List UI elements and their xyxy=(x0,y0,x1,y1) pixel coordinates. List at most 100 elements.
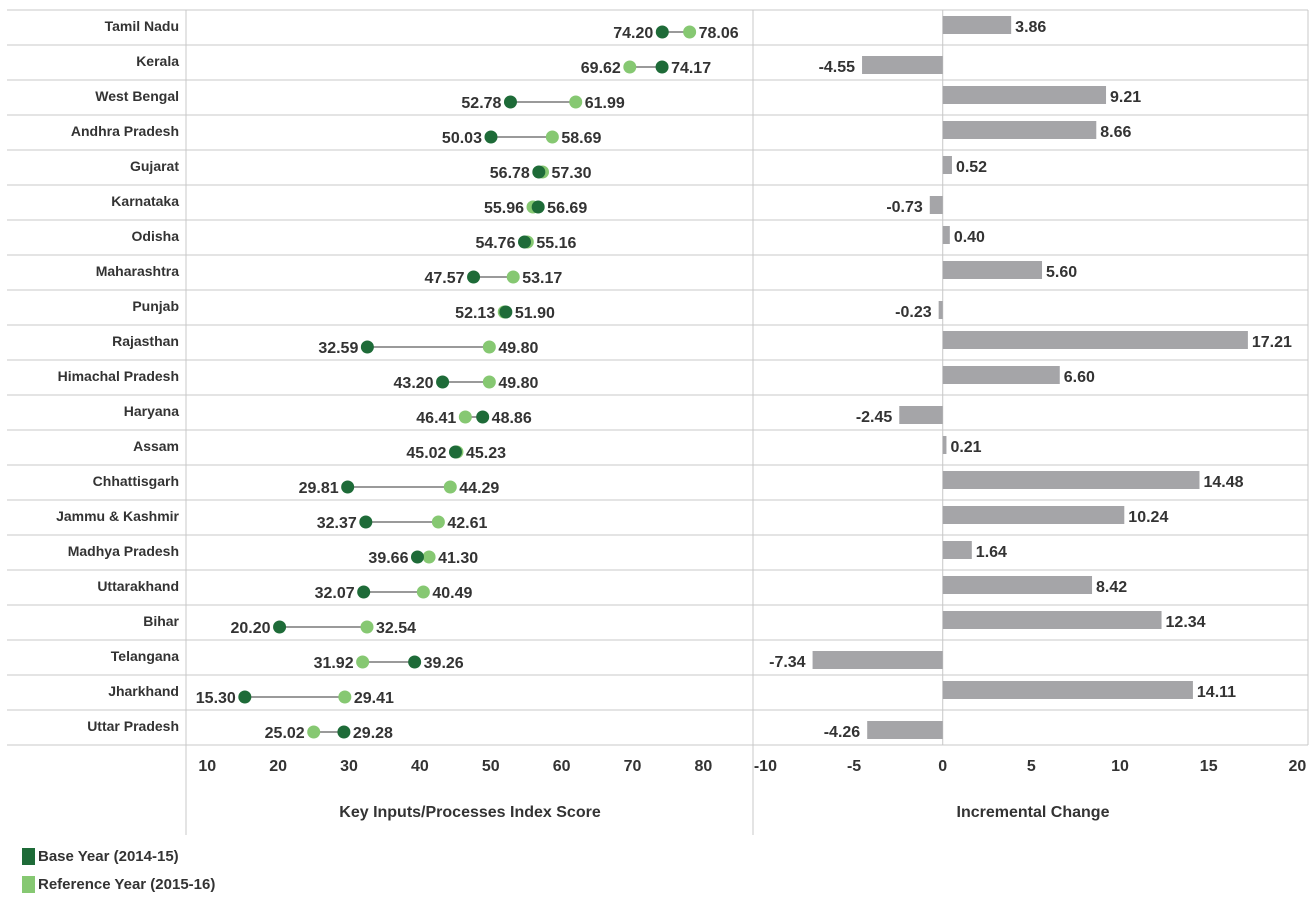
dumbbell-min-label: 31.92 xyxy=(314,655,354,672)
base-year-point xyxy=(238,690,252,704)
base-year-point xyxy=(410,550,424,564)
state-label: Assam xyxy=(133,438,179,454)
base-year-point xyxy=(503,95,517,109)
state-label: Maharashtra xyxy=(96,263,179,279)
right-axis-tick: 20 xyxy=(1288,758,1306,775)
dumbbell-max-label: 51.90 xyxy=(515,305,555,322)
state-label: Punjab xyxy=(132,298,179,314)
dumbbell-max-label: 53.17 xyxy=(522,270,562,287)
dumbbell-min-label: 39.66 xyxy=(368,550,408,567)
dumbbell-max-label: 29.41 xyxy=(354,690,394,707)
incremental-bar-label: 8.42 xyxy=(1096,579,1127,596)
dumbbell-max-label: 42.61 xyxy=(447,515,487,532)
legend-reference-year: Reference Year (2015-16) xyxy=(22,876,215,893)
dumbbell-min-label: 47.57 xyxy=(424,270,464,287)
base-year-point xyxy=(467,270,481,284)
dumbbell-min-label: 32.37 xyxy=(317,515,357,532)
state-label: Uttarakhand xyxy=(97,578,179,594)
right-axis-tick: 15 xyxy=(1200,758,1218,775)
dumbbell-max-label: 61.99 xyxy=(585,95,625,112)
dumbbell-min-label: 74.20 xyxy=(613,25,653,42)
left-axis-tick: 80 xyxy=(694,758,712,775)
incremental-bar-label: 3.86 xyxy=(1015,19,1046,36)
dumbbell-max-label: 57.30 xyxy=(552,165,592,182)
incremental-bar xyxy=(812,651,943,669)
dumbbell-max-label: 32.54 xyxy=(376,620,416,637)
reference-year-point xyxy=(307,725,321,739)
base-year-point xyxy=(499,305,513,319)
dumbbell-max-label: 48.86 xyxy=(492,410,532,427)
incremental-bar xyxy=(938,301,943,319)
dumbbell-min-label: 15.30 xyxy=(196,690,236,707)
reference-year-point xyxy=(338,690,352,704)
incremental-bar-label: -7.34 xyxy=(769,654,806,671)
incremental-bar-label: 5.60 xyxy=(1046,264,1077,281)
dumbbell-min-label: 32.07 xyxy=(315,585,355,602)
dumbbell-max-label: 78.06 xyxy=(699,25,739,42)
incremental-bar xyxy=(942,366,1060,384)
state-label: Rajasthan xyxy=(112,333,179,349)
base-year-point xyxy=(341,480,355,494)
dumbbell-min-label: 25.02 xyxy=(265,725,305,742)
incremental-bar xyxy=(942,541,972,559)
base-year-point xyxy=(337,725,351,739)
reference-year-point xyxy=(416,585,430,599)
incremental-bar xyxy=(942,121,1097,139)
axis-ticks: 10 20 30 40 50 60 70 80 -10 -5 0 5 10 15 20 xyxy=(198,758,1306,775)
left-axis-tick: 10 xyxy=(198,758,216,775)
incremental-bar xyxy=(942,16,1012,34)
base-year-point xyxy=(436,375,450,389)
incremental-bar xyxy=(942,471,1200,489)
incremental-bar xyxy=(867,721,943,739)
right-axis-tick: -5 xyxy=(847,758,861,775)
incremental-bar-label: -0.73 xyxy=(886,199,923,216)
dumbbell-max-label: 41.30 xyxy=(438,550,478,567)
dumbbell-min-label: 52.13 xyxy=(455,305,495,322)
base-year-point xyxy=(655,25,669,39)
state-label: Tamil Nadu xyxy=(105,18,179,34)
legend-swatch-base xyxy=(22,848,35,865)
incremental-bar-label: 1.64 xyxy=(976,544,1007,561)
reference-year-point xyxy=(482,340,496,354)
incremental-bar xyxy=(942,156,952,174)
incremental-bar-label: 10.24 xyxy=(1128,509,1168,526)
legend-label-base: Base Year (2014-15) xyxy=(38,848,179,865)
incremental-bar-label: 0.52 xyxy=(956,159,987,176)
base-year-point xyxy=(360,340,374,354)
left-axis-tick: 50 xyxy=(482,758,500,775)
incremental-bar-label: -2.45 xyxy=(856,409,893,426)
state-label: Karnataka xyxy=(111,193,179,209)
reference-year-point xyxy=(482,375,496,389)
dumbbell-min-label: 29.81 xyxy=(299,480,339,497)
state-label: Telangana xyxy=(111,648,179,664)
base-year-point xyxy=(357,585,371,599)
reference-year-point xyxy=(569,95,583,109)
dumbbell-min-label: 52.78 xyxy=(461,95,501,112)
state-label: West Bengal xyxy=(95,88,179,104)
incremental-bar-label: 12.34 xyxy=(1166,614,1206,631)
incremental-bar-label: 14.11 xyxy=(1197,684,1236,701)
right-axis-title: Incremental Change xyxy=(957,804,1110,821)
dumbbell-max-label: 55.16 xyxy=(536,235,576,252)
left-axis-tick: 60 xyxy=(553,758,571,775)
dumbbell-min-label: 54.76 xyxy=(475,235,515,252)
base-year-point xyxy=(476,410,490,424)
state-labels: Tamil Nadu Kerala West Bengal Andhra Prades… xyxy=(56,18,179,734)
dumbbell-min-label: 45.02 xyxy=(406,445,446,462)
incremental-bar xyxy=(942,681,1193,699)
state-label: Jammu & Kashmir xyxy=(56,508,179,524)
dumbbell-series: 74.20 78.06 69.62 74.17 52.78 61.99 50.03 58.69… xyxy=(196,25,739,742)
dumbbell-min-label: 56.78 xyxy=(490,165,530,182)
incremental-bar-label: 0.21 xyxy=(950,439,981,456)
incremental-bar-label: 0.40 xyxy=(954,229,985,246)
incremental-bar xyxy=(942,576,1093,594)
legend-swatch-reference xyxy=(22,876,35,893)
incremental-bar xyxy=(929,196,943,214)
incremental-bar xyxy=(942,436,947,454)
right-axis-tick: 5 xyxy=(1027,758,1036,775)
dumbbell-min-label: 50.03 xyxy=(442,130,482,147)
incremental-bar-label: 6.60 xyxy=(1064,369,1095,386)
base-year-point xyxy=(408,655,422,669)
dumbbell-max-label: 49.80 xyxy=(498,375,538,392)
